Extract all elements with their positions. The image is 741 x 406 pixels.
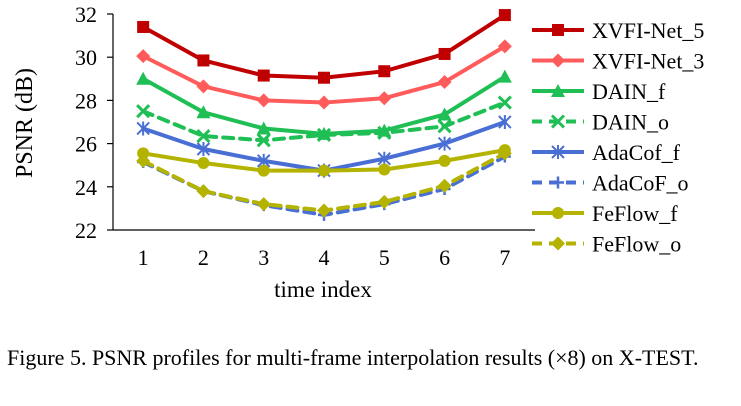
y-tick-label: 28 [75,88,97,113]
data-point-xvfi-net-5 [378,65,391,78]
legend-label: XVFI-Net_3 [592,49,704,74]
data-point-xvfi-net-5 [257,69,270,82]
y-tick-label: 30 [75,45,97,70]
data-point-xvfi-net-5 [438,47,451,60]
series-xvfi-net-3 [136,39,512,110]
legend-label: DAIN_f [592,79,666,104]
figure-caption: Figure 5. PSNR profiles for multi-frame … [7,345,699,370]
data-point-feflow-o [497,146,512,161]
data-point-dain-f [497,69,512,83]
data-point-adacof-f [196,142,211,156]
legend-marker [551,53,565,68]
data-point-xvfi-net-3 [437,75,452,90]
data-point-dain-f [256,121,271,135]
data-point-feflow-o [196,184,211,199]
data-point-dain-f [437,107,452,121]
legend-marker [551,84,565,97]
data-point-xvfi-net-5 [498,9,511,22]
legend-marker [552,176,564,189]
legend-label: FeFlow_o [592,232,681,257]
x-axis-label: time index [274,277,372,302]
data-point-dain-o [136,104,151,119]
series-lines [136,9,512,221]
legend-label: FeFlow_f [592,201,678,226]
x-tick-label: 4 [319,245,330,270]
legend-entry-xvfi-net-5: XVFI-Net_5 [532,18,704,43]
legend-entry-dain-f: DAIN_f [532,79,666,104]
legend-entry-adacof-f: AdaCof_f [532,140,681,165]
chart-legend: XVFI-Net_5 XVFI-Net_3 DAIN_f DAIN_o AdaCof_f… [532,18,704,257]
data-point-feflow-f [378,163,391,176]
x-tick-label: 5 [379,245,390,270]
x-tick-label: 7 [499,245,510,270]
legend-marker [551,145,565,159]
legend-label: AdaCof_f [592,140,681,165]
data-point-feflow-o [256,197,271,212]
data-point-feflow-o [437,178,452,193]
data-point-dain-o [497,95,512,110]
series-feflow-f [137,144,511,177]
y-tick-label: 32 [75,2,97,27]
legend-entry-feflow-f: FeFlow_f [532,201,678,226]
data-point-adacof-f [136,121,150,136]
data-point-xvfi-net-5 [137,20,150,33]
y-tick-label: 24 [75,175,97,200]
series-line-xvfi-net-5 [141,13,507,80]
psnr-line-chart: 22 24 26 28 30 32 1 2 3 4 5 6 7 XVFI-Net_5 XVFI-Net_3… [12,2,704,302]
chart-axes: 22 24 26 28 30 32 1 2 3 4 5 6 7 [75,2,535,270]
data-point-dain-f [196,105,211,119]
y-tick-label: 22 [75,218,97,243]
data-point-xvfi-net-3 [136,49,151,64]
data-point-dain-f [136,71,151,85]
legend-label: AdaCoF_o [592,171,689,196]
data-point-dain-o [437,119,452,134]
data-point-feflow-o [377,194,392,209]
y-tick-label: 26 [75,132,97,157]
series-feflow-o [136,146,512,218]
data-point-xvfi-net-5 [197,54,210,67]
x-tick-label: 2 [198,245,209,270]
data-point-dain-o [316,127,332,143]
data-point-xvfi-net-3 [377,91,392,106]
data-point-adacof-f [437,136,452,151]
legend-entry-feflow-o: FeFlow_o [532,232,681,257]
data-point-xvfi-net-3 [196,79,211,94]
data-point-xvfi-net-5 [318,71,330,84]
data-point-feflow-o [317,203,331,218]
data-point-dain-o [256,133,271,148]
series-xvfi-net-5 [137,9,511,84]
legend-marker [550,114,566,129]
data-point-feflow-f [137,147,150,160]
data-point-adacof-f [498,115,512,129]
data-point-feflow-f [438,154,451,167]
legend-marker [552,207,564,219]
data-point-feflow-f [257,164,270,177]
data-point-dain-o [377,125,392,140]
data-point-xvfi-net-3 [317,95,331,110]
data-point-xvfi-net-3 [497,39,512,54]
data-point-feflow-f [197,157,210,170]
series-dain-o [136,95,512,148]
data-point-adacof-f [377,151,391,166]
legend-entry-xvfi-net-3: XVFI-Net_3 [532,49,704,74]
data-point-dain-o [196,128,211,144]
x-tick-label: 6 [439,245,450,270]
y-axis-label: PSNR (dB) [12,68,38,178]
data-point-xvfi-net-3 [256,93,271,108]
legend-entry-dain-o: DAIN_o [532,110,669,135]
legend-marker [551,236,565,251]
data-point-feflow-o [136,153,151,168]
x-tick-label: 1 [138,245,149,270]
legend-label: XVFI-Net_5 [592,18,704,43]
x-tick-label: 3 [258,245,269,270]
legend-marker [552,24,564,36]
legend-entry-adacof-o: AdaCoF_o [532,171,689,196]
data-point-feflow-f [318,164,330,177]
legend-label: DAIN_o [592,110,669,135]
